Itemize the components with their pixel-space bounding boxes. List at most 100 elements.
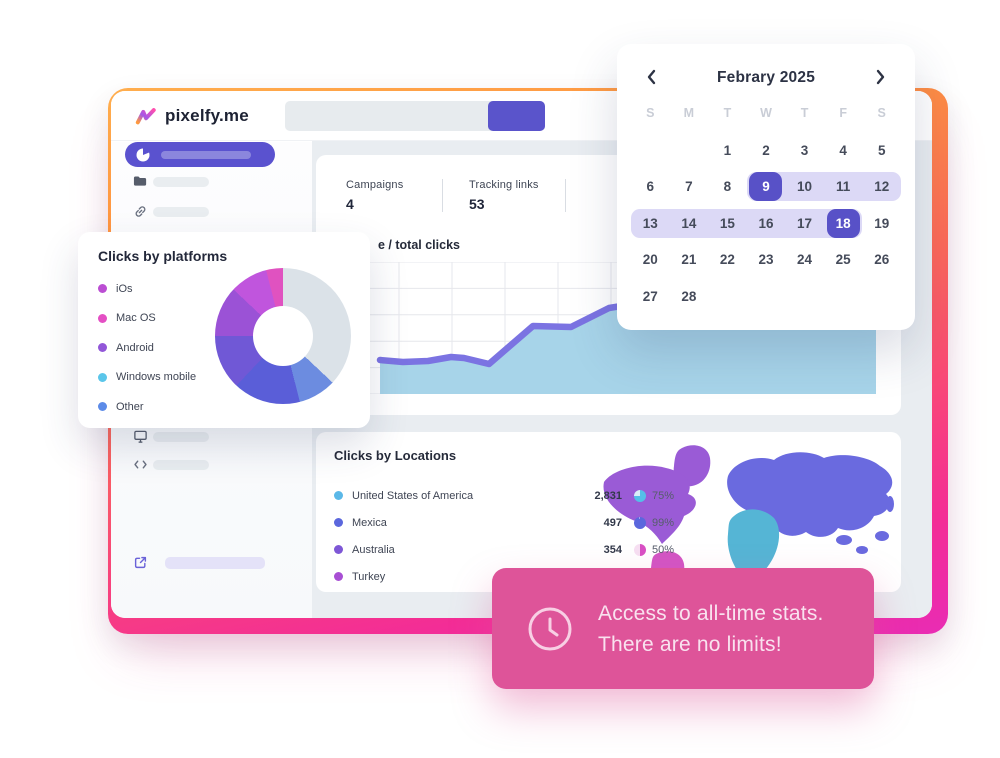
calendar-day-26[interactable]: 26 xyxy=(862,245,901,274)
day-number: 5 xyxy=(877,142,886,158)
day-number xyxy=(747,282,786,311)
chevron-right-icon xyxy=(876,69,885,84)
calendar-day-3[interactable]: 3 xyxy=(785,136,824,165)
world-map xyxy=(596,442,901,592)
calendar-day-4[interactable]: 4 xyxy=(824,136,863,165)
calendar-day-15[interactable]: 15 xyxy=(708,208,747,238)
legend-label: Android xyxy=(116,341,154,354)
sidebar-item-4[interactable] xyxy=(111,452,312,478)
sidebar-item-placeholder-bar xyxy=(153,177,209,187)
day-number: 28 xyxy=(681,288,697,304)
donut-hole xyxy=(253,306,313,366)
calendar-day-20[interactable]: 20 xyxy=(631,245,670,274)
calendar-day-8[interactable]: 8 xyxy=(708,172,747,201)
calendar-day-23[interactable]: 23 xyxy=(747,245,786,274)
day-number: 11 xyxy=(835,179,851,194)
calendar-day-18[interactable]: 18 xyxy=(823,208,863,238)
calendar-day-21[interactable]: 21 xyxy=(670,245,709,274)
calendar-day-17[interactable]: 17 xyxy=(785,208,824,238)
link-icon xyxy=(133,204,149,220)
calendar-day-7[interactable]: 7 xyxy=(670,172,709,201)
calendar-empty-cell xyxy=(862,282,901,311)
platforms-legend: iOs Mac OS Android Windows mobile Other xyxy=(98,280,196,428)
calendar-day-5[interactable]: 5 xyxy=(862,136,901,165)
sidebar-item-5[interactable] xyxy=(111,550,312,576)
calendar-day-14[interactable]: 14 xyxy=(669,208,709,238)
logo-text: pixelfy.me xyxy=(165,106,249,125)
calendar-day-13[interactable]: 13 xyxy=(631,208,670,238)
calendar-next-button[interactable] xyxy=(869,66,893,90)
sidebar-item-0[interactable] xyxy=(125,142,275,167)
day-number: 12 xyxy=(874,179,890,194)
location-dot xyxy=(334,518,343,527)
calendar-prev-button[interactable] xyxy=(639,66,663,90)
location-row: Australia 354 50% xyxy=(334,536,694,563)
calendar-dow-label: T xyxy=(800,106,809,120)
day-number: 25 xyxy=(835,252,851,267)
calendar-day-27[interactable]: 27 xyxy=(631,282,670,311)
legend-item: Other xyxy=(98,398,196,415)
day-number: 20 xyxy=(642,252,658,267)
search-button[interactable] xyxy=(488,101,545,131)
day-number: 17 xyxy=(797,215,813,231)
day-number: 3 xyxy=(800,142,809,158)
calendar-day-19[interactable]: 19 xyxy=(862,209,901,238)
legend-label: Mac OS xyxy=(116,312,156,324)
calendar-day-22[interactable]: 22 xyxy=(708,245,747,274)
sidebar-item-placeholder-bar xyxy=(153,460,209,470)
sidebar-item-1[interactable] xyxy=(111,169,312,195)
day-number: 14 xyxy=(681,215,697,231)
location-percent: 50% xyxy=(652,543,675,556)
day-number: 18 xyxy=(826,208,860,238)
location-percent: 99% xyxy=(652,516,675,529)
legend-dot xyxy=(98,313,107,323)
legend-item: iOs xyxy=(98,280,196,297)
calendar-empty-cell xyxy=(785,282,824,311)
calendar-day-9[interactable]: 9 xyxy=(746,172,786,201)
legend-label: Windows mobile xyxy=(116,371,197,383)
calendar-dow-label: M xyxy=(683,106,695,120)
stat-value: 53 xyxy=(469,196,485,212)
day-number: 27 xyxy=(642,288,658,304)
search-input[interactable] xyxy=(285,101,545,131)
location-name: United States of America xyxy=(352,489,474,502)
calendar-month-title: Febrary 2025 xyxy=(716,69,816,86)
device-icon xyxy=(133,429,149,445)
mini-pie-icon xyxy=(634,516,646,529)
location-value: 497 xyxy=(603,516,622,529)
chart-title: e / total clicks xyxy=(378,238,460,252)
legend-dot xyxy=(98,372,107,382)
calendar-day-6[interactable]: 6 xyxy=(631,172,670,201)
calendar-day-11[interactable]: 11 xyxy=(823,172,863,201)
calendar-day-16[interactable]: 16 xyxy=(746,208,786,238)
calendar-empty-cell xyxy=(631,136,670,165)
mini-pie-icon xyxy=(634,489,646,502)
calendar-empty-cell xyxy=(747,282,786,311)
location-dot xyxy=(334,572,343,581)
calendar-day-24[interactable]: 24 xyxy=(785,245,824,274)
calendar-day-28[interactable]: 28 xyxy=(670,282,709,311)
sidebar-item-placeholder-bar xyxy=(153,207,209,217)
location-name: Mexica xyxy=(352,516,387,529)
calendar-empty-cell xyxy=(824,282,863,311)
day-number: 23 xyxy=(758,252,774,267)
calendar-day-1[interactable]: 1 xyxy=(708,136,747,165)
calendar-day-2[interactable]: 2 xyxy=(747,136,786,165)
platforms-title: Clicks by platforms xyxy=(98,248,228,264)
calendar-day-12[interactable]: 12 xyxy=(862,172,901,201)
day-number: 13 xyxy=(642,215,658,231)
calendar-day-10[interactable]: 10 xyxy=(785,172,824,201)
legend-label: iOs xyxy=(116,282,133,295)
sidebar-item-2[interactable] xyxy=(111,199,312,225)
toast-line1: Access to all-time stats. xyxy=(598,601,824,625)
day-number xyxy=(824,282,863,311)
mini-pie-icon xyxy=(634,543,646,556)
legend-dot xyxy=(98,343,107,352)
day-number: 19 xyxy=(874,215,890,231)
day-number: 6 xyxy=(646,179,655,194)
sidebar-item-3[interactable] xyxy=(111,424,312,450)
toast-text: Access to all-time stats. There are no l… xyxy=(598,598,824,660)
calendar-day-25[interactable]: 25 xyxy=(824,245,863,274)
